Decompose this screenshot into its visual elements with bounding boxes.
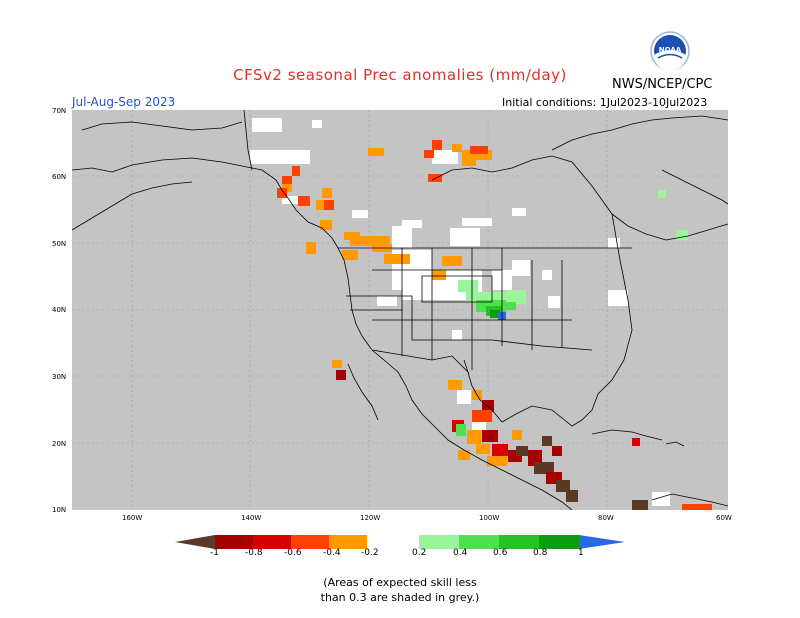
colorbar-segment-white <box>367 535 419 549</box>
colorbar-segment-redorange <box>291 535 329 549</box>
colorbar-segment-red <box>253 535 291 549</box>
noaa-logo-icon: NOAA <box>650 31 690 71</box>
forecast-period: Jul-Aug-Sep 2023 <box>72 95 176 109</box>
lat-label-20n: 20N <box>52 440 67 448</box>
footnote-line-1: (Areas of expected skill less <box>323 576 477 589</box>
anomaly-map <box>72 110 728 510</box>
lon-label-80w: 80W <box>598 514 614 522</box>
colorbar-label: 0.6 <box>493 548 508 558</box>
lat-label-10n: 10N <box>52 506 67 514</box>
lat-label-70n: 70N <box>52 107 67 115</box>
agency-label: NWS/NCEP/CPC <box>612 77 713 92</box>
colorbar-segment-darkred <box>215 535 253 549</box>
colorbar-label: 0.2 <box>412 548 427 558</box>
lon-label-100w: 100W <box>479 514 500 522</box>
colorbar-label: 0.4 <box>453 548 468 558</box>
skill-footnote: (Areas of expected skill less than 0.3 a… <box>0 575 800 605</box>
colorbar-label: 1 <box>578 548 584 558</box>
colorbar-label: -0.4 <box>323 548 341 558</box>
colorbar-segment-lightgreen <box>419 535 459 549</box>
lon-label-160w: 160W <box>122 514 143 522</box>
lon-label-140w: 140W <box>241 514 262 522</box>
colorbar <box>175 535 625 549</box>
colorbar-label: 0.8 <box>533 548 548 558</box>
colorbar-label: -1 <box>210 548 219 558</box>
wet-anomalies <box>456 190 688 436</box>
colorbar-segment-darkgreen <box>539 535 579 549</box>
lat-label-40n: 40N <box>52 306 67 314</box>
initial-conditions: Initial conditions: 1Jul2023-10Jul2023 <box>502 96 708 109</box>
lat-label-50n: 50N <box>52 240 67 248</box>
colorbar-segment-orange <box>329 535 367 549</box>
map-title: CFSv2 seasonal Prec anomalies (mm/day) <box>233 66 567 84</box>
lat-label-60n: 60N <box>52 173 67 181</box>
colorbar-label: -0.6 <box>284 548 302 558</box>
lat-label-30n: 30N <box>52 373 67 381</box>
noaa-logo-text: NOAA <box>659 46 682 54</box>
footnote-line-2: than 0.3 are shaded in grey.) <box>320 591 480 604</box>
colorbar-segment-brown <box>175 535 215 549</box>
colorbar-label: -0.2 <box>361 548 379 558</box>
lon-label-60w: 60W <box>716 514 732 522</box>
political-borders <box>338 247 632 373</box>
colorbar-segment-mediumgreen <box>499 535 539 549</box>
colorbar-segment-blue <box>579 535 625 549</box>
lon-label-120w: 120W <box>360 514 381 522</box>
colorbar-segment-green <box>459 535 499 549</box>
colorbar-label: -0.8 <box>245 548 263 558</box>
coastlines <box>72 110 728 510</box>
